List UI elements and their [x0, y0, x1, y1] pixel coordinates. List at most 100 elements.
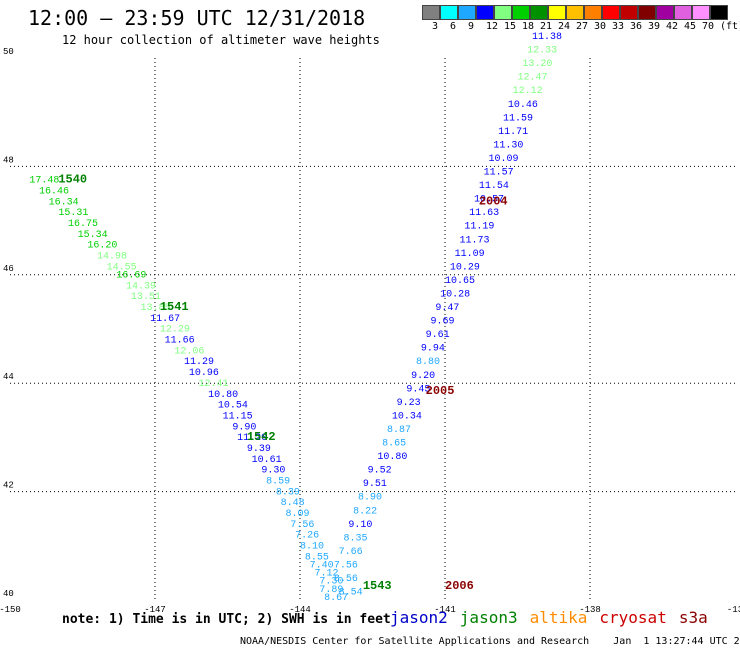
legend-label: 33: [612, 21, 625, 32]
legend-label: 18: [522, 21, 535, 32]
legend-swatch: [512, 5, 530, 20]
wave-height-label: 17.48: [29, 176, 59, 187]
wave-height-label: 11.29: [184, 357, 214, 368]
wave-height-label: 10.65: [445, 276, 475, 287]
legend-swatch: [692, 5, 710, 20]
page-title: 12:00 – 23:59 UTC 12/31/2018: [28, 6, 366, 30]
chart-grid: [10, 58, 735, 600]
satellite-name-altika: altika: [529, 608, 588, 627]
wave-height-label: 16.69: [116, 271, 146, 282]
wave-height-label: 9.69: [431, 317, 455, 328]
legend-swatch: [440, 5, 458, 20]
wave-height-label: 11.73: [460, 235, 490, 246]
wave-height-label: 16.20: [87, 241, 117, 252]
wave-height-label: 7.26: [295, 531, 319, 542]
wave-height-label: 8.59: [266, 476, 290, 487]
legend-swatch: [548, 5, 566, 20]
wave-height-label: 15.31: [58, 208, 88, 219]
satellite-legend: jason2 jason3 altika cryosat s3a: [390, 608, 720, 627]
legend-label: 3: [432, 21, 439, 32]
wave-height-label: 14.98: [97, 252, 127, 263]
satellite-name-cryosat: cryosat: [599, 608, 667, 627]
x-tick-label: -150: [0, 605, 21, 615]
legend-label: 27: [576, 21, 589, 32]
pass-time-label: 2005: [426, 384, 455, 398]
legend-swatch: [674, 5, 692, 20]
wave-height-label: 11.54: [479, 181, 509, 192]
x-tick-label: -138: [579, 605, 601, 615]
wave-height-label: 8.67: [324, 593, 348, 604]
chart-marks: 17.4816.4616.3415.3116.7515.3416.2014.98…: [29, 32, 562, 604]
wave-height-label: 15.34: [78, 230, 108, 241]
wave-height-label: 12.47: [518, 73, 548, 84]
legend-label: 15: [504, 21, 517, 32]
wave-height-label: 9.39: [247, 444, 271, 455]
wave-height-label: 11.09: [455, 249, 485, 260]
wave-height-label: 11.71: [498, 127, 528, 138]
wave-height-label: 8.55: [305, 552, 329, 563]
wave-height-label: 9.45: [406, 384, 430, 395]
wave-height-label: 12.41: [199, 379, 229, 390]
wave-height-label: 14.55: [107, 262, 137, 273]
wave-height-label: 10.96: [189, 368, 219, 379]
wave-height-label: 11.20: [237, 433, 267, 444]
pass-time-label: 2004: [479, 194, 508, 208]
wave-height-label: 12.06: [174, 346, 204, 357]
satellite-name-jason3: jason3: [459, 608, 518, 627]
wave-height-label: 7.89: [319, 585, 343, 596]
wave-height-label: 8.56: [334, 574, 358, 585]
pass-time-label: 1543: [363, 579, 392, 593]
wave-height-label: 9.61: [426, 330, 450, 341]
legend-swatch: [656, 5, 674, 20]
y-tick-label: 50: [3, 47, 14, 57]
wave-height-label: 13.85: [141, 303, 171, 314]
wave-height-label: 7.56: [290, 520, 314, 531]
wave-height-label: 9.51: [363, 479, 387, 490]
wave-height-label: 9.94: [421, 344, 445, 355]
legend-swatches: [422, 5, 728, 20]
wave-height-label: 16.34: [49, 197, 79, 208]
page-subtitle: 12 hour collection of altimeter wave hei…: [62, 33, 380, 47]
wave-height-label: 8.80: [416, 357, 440, 368]
legend-label: 70: [702, 21, 715, 32]
legend-label: 36: [630, 21, 643, 32]
wave-height-label: 9.23: [397, 398, 421, 409]
legend-label: 9: [468, 21, 475, 32]
wave-height-label: 9.20: [411, 371, 435, 382]
wave-height-label: 12.12: [513, 86, 543, 97]
legend-label: 6: [450, 21, 457, 32]
wave-height-label: 9.10: [348, 520, 372, 531]
wave-height-label: 13.51: [131, 292, 161, 303]
y-tick-label: 46: [3, 264, 14, 274]
legend-swatch: [638, 5, 656, 20]
wave-height-label: 13.20: [522, 59, 552, 70]
wave-height-label: 11.57: [484, 168, 514, 179]
wave-height-label: 10.34: [392, 411, 422, 422]
wave-height-label: 11.30: [493, 140, 523, 151]
wave-height-label: 9.47: [435, 303, 459, 314]
wave-height-label: 8.10: [300, 542, 324, 553]
legend-label: 30: [594, 21, 607, 32]
wave-height-label: 10.57: [474, 195, 504, 206]
wave-height-label: 12.29: [160, 325, 190, 336]
wave-height-label: 10.80: [377, 452, 407, 463]
y-tick-label: 40: [3, 589, 14, 599]
wave-height-label: 8.22: [353, 506, 377, 517]
legend-swatch: [458, 5, 476, 20]
credit-line: NOAA/NESDIS Center for Satellite Applica…: [240, 636, 740, 647]
wave-height-label: 8.87: [387, 425, 411, 436]
legend-swatch: [530, 5, 548, 20]
legend-label: 24: [558, 21, 571, 32]
wave-height-label: 7.56: [334, 560, 358, 571]
pass-time-label: 1541: [160, 300, 189, 314]
legend-swatch: [566, 5, 584, 20]
wave-height-label: 10.80: [208, 390, 238, 401]
wave-height-label: 10.54: [218, 401, 248, 412]
wave-height-label: 11.59: [503, 113, 533, 124]
satellite-name-jason2: jason2: [390, 608, 448, 627]
wave-height-label: 9.52: [368, 466, 392, 477]
wave-height-label: 11.66: [165, 336, 195, 347]
wave-height-label: 7.40: [310, 560, 334, 571]
legend-swatch: [476, 5, 494, 20]
